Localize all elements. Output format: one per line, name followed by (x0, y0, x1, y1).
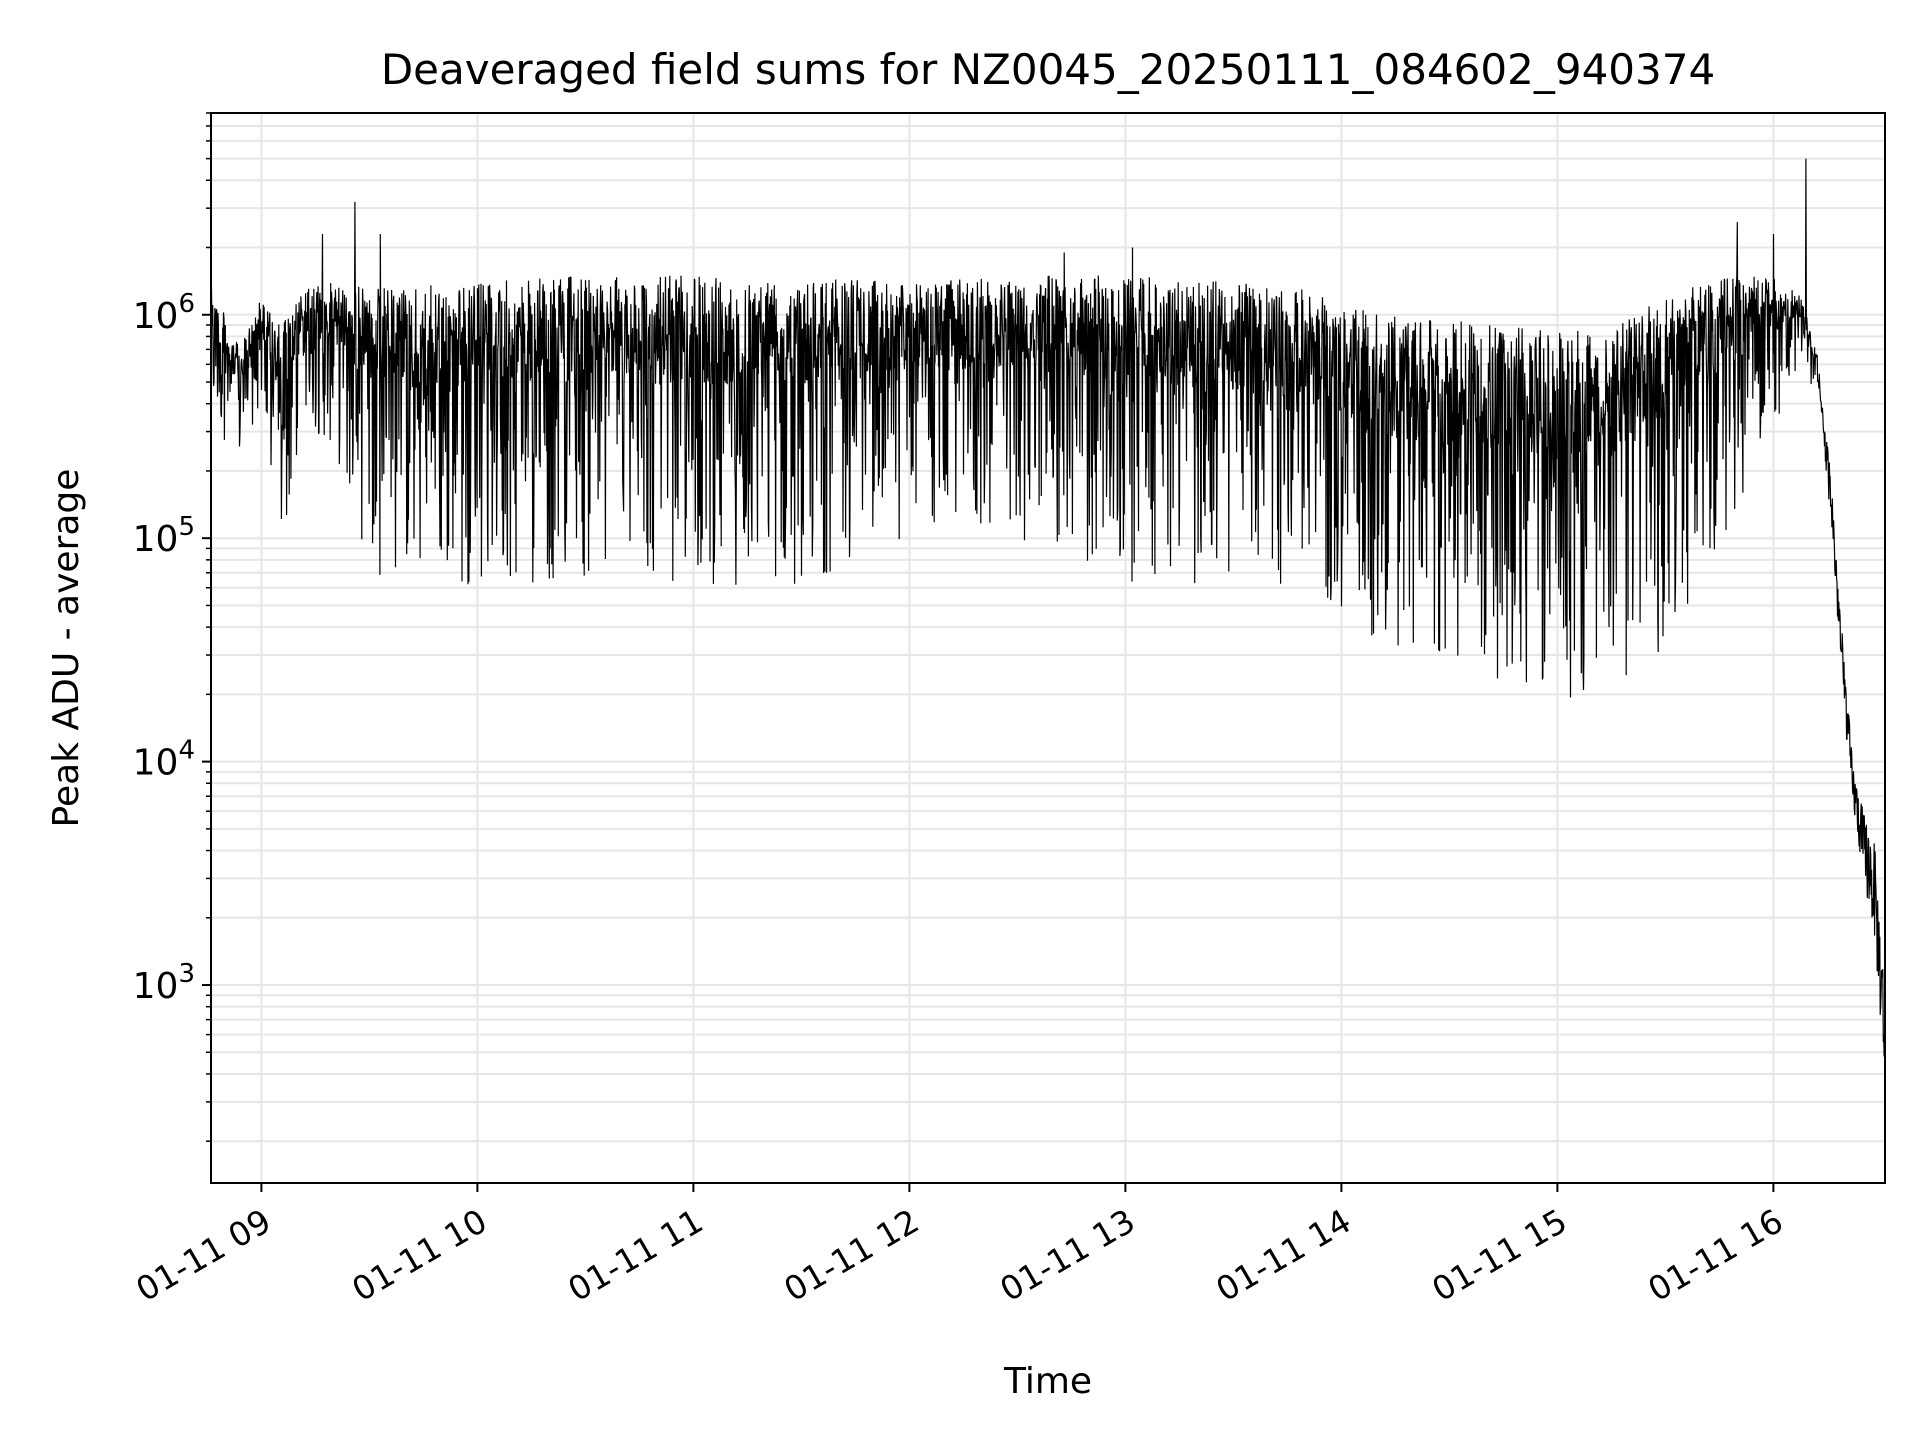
y-axis-label: Peak ADU - average (46, 469, 87, 828)
y-tick-label: 103 (133, 959, 195, 1007)
grid (211, 112, 1885, 1183)
y-tick-label: 105 (133, 512, 195, 560)
x-axis-label: Time (1003, 1361, 1092, 1402)
y-tick-label: 104 (133, 736, 195, 784)
chart-title: Deaveraged field sums for NZ0045_2025011… (381, 45, 1715, 94)
plot-frame (210, 112, 1886, 1184)
data-series (210, 158, 1886, 1184)
y-axis: 103 104 105 106 (133, 112, 211, 1142)
series-line (210, 158, 1886, 1184)
y-tick-label: 106 (133, 289, 195, 337)
